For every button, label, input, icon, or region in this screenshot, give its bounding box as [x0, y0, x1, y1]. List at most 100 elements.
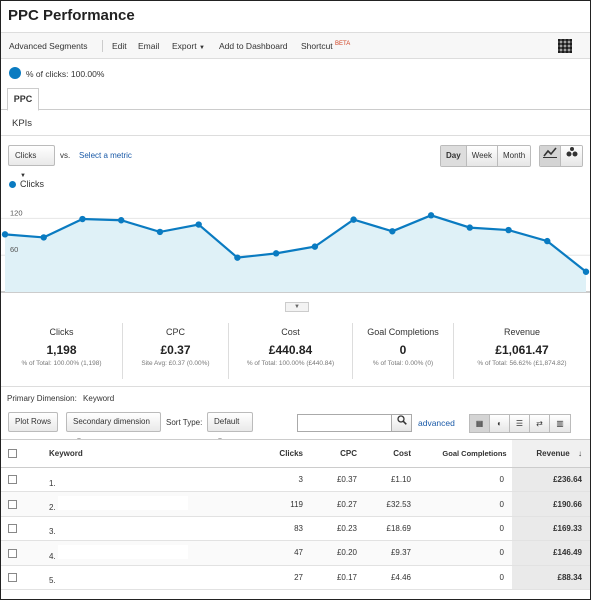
row-checkbox[interactable] [7, 475, 17, 485]
data-point[interactable] [311, 243, 319, 250]
scorecard-label: Cost [281, 327, 300, 337]
table-row[interactable]: 5. 27 £0.17 £4.46 0 £88.34 [1, 565, 590, 590]
table-row[interactable]: 2. 119 £0.27 £32.53 0 £190.66 [1, 491, 590, 517]
revenue-cell: £88.34 [512, 565, 590, 590]
select-all-checkbox[interactable] [7, 449, 17, 459]
keyword-redacted[interactable] [57, 520, 188, 535]
revenue-cell: £236.64 [512, 467, 590, 493]
scorecard-label: CPC [165, 327, 185, 337]
divider [228, 323, 229, 379]
row-checkbox[interactable] [7, 524, 17, 534]
data-point[interactable] [195, 221, 202, 228]
shortcut-button[interactable]: Shortcut BETA [301, 41, 350, 51]
scorecard-row: Clicks 1,198 % of Total: 100.00% (1,198)… [1, 321, 590, 381]
row-checkbox-cell [1, 491, 23, 517]
email-button[interactable]: Email [138, 41, 160, 51]
primary-dimension-value[interactable]: Keyword [83, 394, 115, 403]
data-point[interactable] [389, 228, 396, 235]
data-point[interactable] [234, 254, 241, 261]
keyword-redacted[interactable] [57, 471, 188, 486]
primary-dimension: Primary Dimension: Keyword [7, 394, 114, 403]
export-label: Export [172, 41, 197, 51]
row-checkbox-cell [1, 467, 23, 493]
plot-rows-button[interactable]: Plot Rows [8, 412, 59, 432]
cpc-cell: £0.23 [313, 516, 367, 542]
keyword-redacted[interactable] [57, 569, 188, 584]
col-cost[interactable]: Cost [367, 439, 437, 468]
data-point[interactable] [118, 217, 125, 224]
col-clicks[interactable]: Clicks [238, 439, 313, 468]
advanced-segments-button[interactable]: Advanced Segments [9, 41, 88, 51]
advanced-filter-link[interactable]: advanced [418, 418, 455, 428]
data-point[interactable] [505, 226, 512, 234]
scorecard-revenue[interactable]: Revenue £1,061.47 % of Total: 56.62% (£1… [454, 321, 590, 379]
data-point[interactable] [544, 237, 551, 245]
table-row[interactable]: 3. 83 £0.23 £18.69 0 £169.33 [1, 516, 590, 542]
month-button[interactable]: Month [498, 146, 531, 166]
revenue-cell: £169.33 [512, 516, 590, 542]
table-row[interactable]: 4. 47 £0.20 £9.37 0 £146.49 [1, 540, 590, 566]
col-cpc[interactable]: CPC [313, 439, 367, 468]
cost-cell: £9.37 [367, 540, 437, 566]
divider [122, 323, 123, 379]
data-point[interactable] [427, 212, 435, 219]
tab-bar [1, 88, 590, 110]
data-point[interactable] [350, 216, 357, 223]
data-point[interactable] [79, 215, 86, 223]
data-point[interactable] [272, 250, 280, 257]
scorecard-cost[interactable]: Cost £440.84 % of Total: 100.00% (£440.8… [229, 321, 352, 379]
tab-ppc[interactable]: PPC [7, 88, 39, 111]
edit-button[interactable]: Edit [112, 41, 127, 51]
data-point[interactable] [1, 231, 9, 238]
beta-badge: BETA [335, 41, 351, 48]
col-goal-completions[interactable]: Goal Completions [437, 439, 512, 468]
keyword-redacted[interactable] [57, 496, 188, 511]
clicks-series-line [4, 214, 587, 273]
day-button[interactable]: Day [441, 146, 467, 166]
clicks-area-fill [5, 215, 586, 292]
data-point[interactable] [466, 224, 473, 231]
scorecard-clicks[interactable]: Clicks 1,198 % of Total: 100.00% (1,198) [1, 321, 122, 379]
scorecard-goal-completions[interactable]: Goal Completions 0 % of Total: 0.00% (0) [353, 321, 453, 379]
row-checkbox[interactable] [7, 499, 17, 509]
secondary-dimension-select[interactable]: Secondary dimension ▼ [66, 412, 161, 444]
data-point[interactable] [156, 228, 164, 236]
table-view-icon[interactable]: ▦ [470, 415, 490, 432]
col-revenue[interactable]: Revenue ↓ [512, 439, 590, 468]
shortcut-label: Shortcut [301, 41, 333, 51]
row-checkbox[interactable] [7, 572, 17, 582]
line-chart-icon[interactable] [540, 146, 561, 166]
motion-chart-icon[interactable] [561, 146, 582, 166]
table-row[interactable]: 1. 3 £0.37 £1.10 0 £236.64 [1, 467, 590, 493]
col-keyword[interactable]: Keyword [23, 439, 238, 468]
add-to-dashboard-button[interactable]: Add to Dashboard [219, 41, 288, 51]
chevron-down-icon: ▼ [198, 45, 205, 51]
metric-select[interactable]: Clicks ▼ [8, 145, 55, 179]
keyword-table: Keyword Clicks CPC Cost Goal Completions… [1, 439, 590, 590]
section-label: KPIs [12, 118, 33, 129]
sort-type-select[interactable]: Default ▼ [207, 412, 253, 444]
week-button[interactable]: Week [466, 146, 498, 166]
divider [352, 323, 353, 379]
search-icon[interactable] [391, 414, 412, 432]
scorecard-value: 1,198 [46, 343, 77, 357]
data-point[interactable] [582, 268, 590, 275]
page-title: PPC Performance [8, 7, 135, 24]
chart-resize-handle[interactable]: ▼ [285, 302, 309, 312]
keyword-redacted[interactable] [57, 544, 188, 559]
clicks-cell: 83 [238, 516, 313, 542]
scorecard-cpc[interactable]: CPC £0.37 Site Avg: £0.37 (0.00%) [123, 321, 228, 379]
metric-select-value: Clicks [15, 151, 37, 160]
data-point[interactable] [40, 234, 47, 241]
select-metric-link[interactable]: Select a metric [79, 151, 132, 160]
export-button[interactable]: Export ▼ [172, 41, 205, 51]
pivot-view-icon[interactable]: ▥ [550, 415, 570, 432]
pie-view-icon[interactable]: ◐ [490, 415, 510, 432]
performance-view-icon[interactable]: ☰ [510, 415, 530, 432]
comparison-view-icon[interactable]: ⇄ [530, 415, 550, 432]
scorecard-value: £1,061.47 [495, 343, 549, 357]
scorecard-label: Clicks [49, 327, 74, 337]
y-tick-label: 60 [10, 245, 18, 254]
grid-view-icon[interactable] [558, 39, 572, 53]
row-checkbox[interactable] [7, 548, 17, 558]
